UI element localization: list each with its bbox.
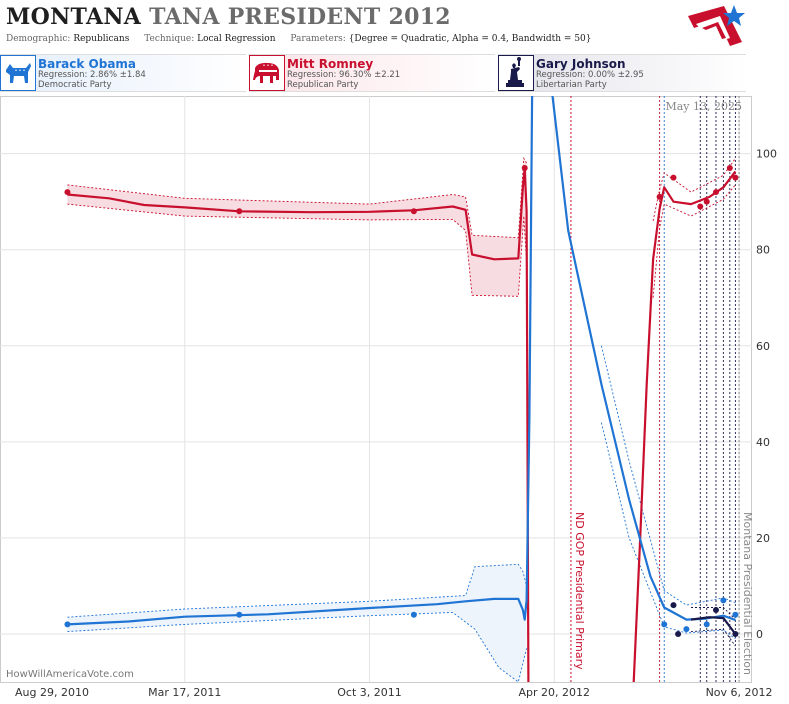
site-logo-icon[interactable] — [684, 2, 748, 52]
x-tick-label: Mar 17, 2011 — [148, 686, 221, 699]
confidence-band-barack-obama-fill — [67, 564, 527, 682]
x-tick-label: Oct 3, 2011 — [337, 686, 402, 699]
poll-point-mitt-romney — [410, 208, 417, 215]
elephant-icon — [249, 55, 285, 91]
trend-line-mitt-romney — [632, 170, 737, 682]
candidate-party: Democratic Party — [38, 80, 112, 90]
poll-point-mitt-romney — [732, 174, 739, 181]
poll-point-gary-johnson — [675, 630, 682, 637]
page-header: MONTANA TANA PRESIDENT 2012 Demographic:… — [0, 0, 789, 52]
candidate-party: Libertarian Party — [536, 80, 607, 90]
confidence-band-late-barack-obama-upper — [600, 345, 736, 606]
candidate-regression: Regression: 2.86% ±1.84 — [38, 70, 146, 80]
candidate-cards: Barack Obama Regression: 2.86% ±1.84 Dem… — [0, 54, 789, 92]
poll-point-gary-johnson — [712, 606, 719, 613]
x-tick-label: Aug 29, 2010 — [15, 686, 89, 699]
candidate-card-romney[interactable]: Mitt Romney Regression: 96.30% ±2.21 Rep… — [249, 54, 495, 92]
technique-key: Technique: — [144, 34, 195, 44]
y-tick-label: 20 — [756, 532, 770, 545]
poll-point-mitt-romney — [64, 189, 71, 196]
poll-point-barack-obama — [703, 621, 710, 628]
confidence-band-late-mitt-romney-lower — [652, 184, 736, 298]
title-race: TANA PRESIDENT — [149, 4, 381, 30]
event-annotation-label: Montana Presidential Election — [741, 512, 754, 675]
confidence-band-late-gary-johnson-lower — [690, 628, 736, 647]
confidence-band-late-barack-obama-lower — [600, 422, 736, 640]
y-tick-label: 40 — [756, 436, 770, 449]
poll-point-gary-johnson — [670, 602, 677, 609]
candidate-card-obama[interactable]: Barack Obama Regression: 2.86% ±1.84 Dem… — [0, 54, 246, 92]
poll-point-barack-obama — [732, 611, 739, 618]
title-year: 2012 — [388, 4, 451, 30]
site-watermark[interactable]: HowWillAmericaVote.com — [6, 669, 134, 680]
trend-line-mitt-romney — [67, 166, 530, 682]
statue-of-liberty-icon — [498, 55, 534, 91]
poll-point-mitt-romney — [712, 189, 719, 196]
poll-point-mitt-romney — [703, 198, 710, 205]
trend-line-barack-obama — [67, 96, 534, 626]
technique-value: Local Regression — [197, 34, 276, 44]
candidate-name: Gary Johnson — [536, 57, 626, 71]
parameters-key: Parameters: — [290, 34, 346, 44]
y-tick-label: 80 — [756, 244, 770, 257]
confidence-band-mitt-romney-fill — [67, 158, 527, 297]
candidate-regression: Regression: 0.00% ±2.95 — [536, 70, 644, 80]
chart-area: Aug 29, 2010 Mar 17, 2011 Oct 3, 2011 Apr 2… — [0, 92, 789, 704]
plot-layer — [64, 96, 740, 682]
donkey-icon — [0, 55, 36, 91]
candidate-card-johnson[interactable]: Gary Johnson Regression: 0.00% ±2.95 Lib… — [498, 54, 746, 92]
poll-point-barack-obama — [683, 626, 690, 633]
poll-point-mitt-romney — [236, 208, 243, 215]
poll-point-mitt-romney — [697, 203, 704, 210]
trend-line-gary-johnson — [690, 616, 737, 635]
confidence-band-late-mitt-romney-upper — [652, 158, 736, 221]
confidence-band-barack-obama-upper — [67, 563, 528, 618]
poll-point-gary-johnson — [732, 630, 739, 637]
page-title: MONTANA TANA PRESIDENT 2012 — [6, 4, 451, 30]
poll-point-barack-obama — [64, 621, 71, 628]
poll-point-mitt-romney — [670, 174, 677, 181]
date-stamp: May 13, 2025 — [665, 100, 742, 113]
candidate-name: Mitt Romney — [287, 57, 374, 71]
poll-point-mitt-romney — [521, 165, 528, 172]
confidence-band-barack-obama-lower — [67, 611, 528, 682]
poll-point-barack-obama — [236, 611, 243, 618]
poll-point-barack-obama — [720, 597, 727, 604]
poll-point-mitt-romney — [656, 193, 663, 200]
poll-regression-chart: Aug 29, 2010 Mar 17, 2011 Oct 3, 2011 Apr 2… — [0, 96, 777, 699]
y-tick-label: 0 — [756, 628, 763, 641]
x-tick-label: Nov 6, 2012 — [706, 686, 773, 699]
event-annotation-label: ND GOP Presidential Primary — [573, 512, 586, 670]
demographic-key: Demographic: — [6, 34, 71, 44]
plot-frame — [0, 96, 752, 683]
parameters-value: {Degree = Quadratic, Alpha = 0.4, Bandwi… — [348, 34, 592, 44]
candidate-name: Barack Obama — [38, 57, 137, 71]
y-tick-label: 100 — [756, 148, 777, 161]
parameters-line: Demographic: Republicans Technique: Loca… — [6, 34, 604, 44]
y-tick-label: 60 — [756, 340, 770, 353]
title-state: MONTANA — [6, 4, 142, 30]
x-tick-label: Apr 20, 2012 — [519, 686, 591, 699]
candidate-regression: Regression: 96.30% ±2.21 — [287, 70, 401, 80]
candidate-party: Republican Party — [287, 80, 359, 90]
confidence-band-late-gary-johnson-upper — [691, 607, 736, 620]
poll-point-barack-obama — [410, 611, 417, 618]
demographic-value: Republicans — [73, 34, 130, 44]
poll-point-barack-obama — [661, 621, 668, 628]
poll-point-mitt-romney — [726, 165, 733, 172]
